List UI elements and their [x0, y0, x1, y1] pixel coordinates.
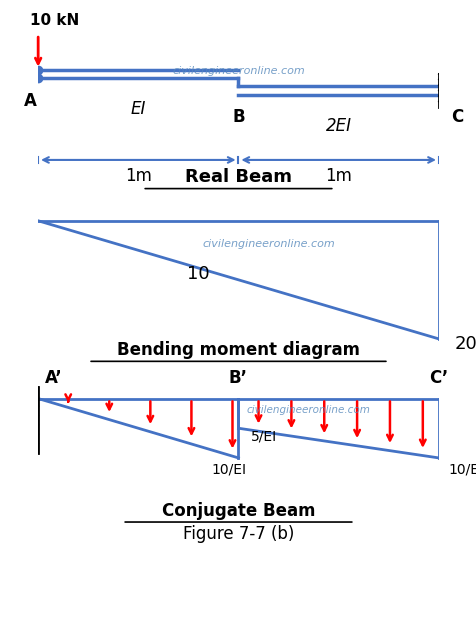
- Text: C’: C’: [428, 369, 447, 387]
- Text: 10: 10: [187, 265, 209, 283]
- Text: 2EI: 2EI: [325, 117, 351, 135]
- Text: B: B: [232, 108, 244, 126]
- Text: Real Beam: Real Beam: [185, 169, 291, 186]
- Text: B’: B’: [228, 369, 248, 387]
- Text: 10/EI: 10/EI: [210, 462, 246, 476]
- Text: A: A: [24, 92, 37, 109]
- Text: Bending moment diagram: Bending moment diagram: [117, 341, 359, 359]
- Text: 10/EI: 10/EI: [448, 462, 476, 476]
- Text: EI: EI: [130, 100, 146, 118]
- Text: civilengineeronline.com: civilengineeronline.com: [202, 239, 334, 249]
- Text: 1m: 1m: [325, 167, 351, 184]
- Text: 10 kN: 10 kN: [30, 13, 79, 27]
- Text: civilengineeronline.com: civilengineeronline.com: [172, 66, 304, 76]
- Text: 1m: 1m: [125, 167, 151, 184]
- Text: civilengineeronline.com: civilengineeronline.com: [246, 405, 370, 415]
- Text: 20: 20: [454, 335, 476, 352]
- Text: A’: A’: [45, 369, 63, 387]
- Text: 5/EI: 5/EI: [250, 429, 276, 443]
- Text: C: C: [450, 108, 462, 126]
- Text: Conjugate Beam: Conjugate Beam: [161, 502, 315, 520]
- Text: Figure 7-7 (b): Figure 7-7 (b): [182, 525, 294, 543]
